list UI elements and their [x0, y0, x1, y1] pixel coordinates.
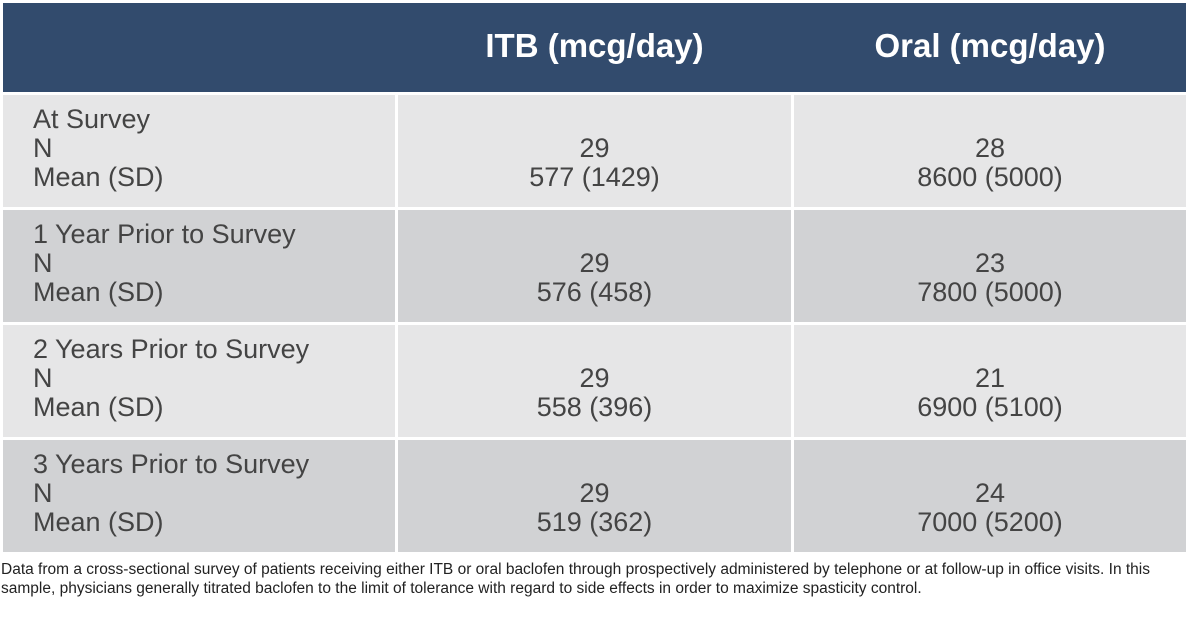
oral-n: 21	[974, 363, 1006, 393]
row-title: 2 Years Prior to Survey	[33, 334, 310, 364]
n-label: N	[33, 363, 53, 393]
row-label-cell: 3 Years Prior to Survey N Mean (SD)	[3, 440, 395, 552]
mean-label: Mean (SD)	[33, 392, 164, 422]
row-title: 3 Years Prior to Survey	[33, 449, 310, 479]
itb-cell: 29 519 (362)	[398, 440, 791, 552]
itb-n: 29	[579, 478, 610, 508]
row-label-cell: 2 Years Prior to Survey N Mean (SD)	[3, 325, 395, 437]
table-header: ITB (mcg/day) Oral (mcg/day)	[3, 3, 1186, 92]
n-label: N	[33, 133, 53, 163]
itb-n: 29	[579, 363, 610, 393]
oral-mean: 7800 (5000)	[917, 277, 1063, 307]
oral-cell: 23 7800 (5000)	[794, 210, 1186, 322]
mean-label: Mean (SD)	[33, 277, 164, 307]
itb-mean: 577 (1429)	[529, 162, 660, 192]
mean-label: Mean (SD)	[33, 162, 164, 192]
header-empty-cell	[3, 3, 395, 92]
header-oral: Oral (mcg/day)	[874, 26, 1106, 64]
header-itb: ITB (mcg/day)	[485, 26, 704, 64]
row-title: At Survey	[33, 104, 151, 134]
oral-n: 23	[974, 248, 1006, 278]
n-label: N	[33, 248, 53, 278]
oral-cell: 28 8600 (5000)	[794, 95, 1186, 207]
data-table: ITB (mcg/day) Oral (mcg/day) At Survey N…	[3, 3, 1186, 552]
oral-mean: 7000 (5200)	[917, 507, 1063, 537]
oral-mean: 8600 (5000)	[917, 162, 1063, 192]
row-label-cell: At Survey N Mean (SD)	[3, 95, 395, 207]
itb-mean: 576 (458)	[536, 277, 653, 307]
oral-n: 28	[974, 133, 1006, 163]
itb-cell: 29 577 (1429)	[398, 95, 791, 207]
itb-n: 29	[579, 248, 610, 278]
row-label-cell: 1 Year Prior to Survey N Mean (SD)	[3, 210, 395, 322]
table-caption: Data from a cross-sectional survey of pa…	[1, 561, 1150, 597]
itb-cell: 29 576 (458)	[398, 210, 791, 322]
oral-cell: 21 6900 (5100)	[794, 325, 1186, 437]
oral-n: 24	[974, 478, 1006, 508]
oral-cell: 24 7000 (5200)	[794, 440, 1186, 552]
n-label: N	[33, 478, 53, 508]
itb-mean: 558 (396)	[536, 392, 653, 422]
oral-mean: 6900 (5100)	[917, 392, 1063, 422]
row-title: 1 Year Prior to Survey	[33, 219, 296, 249]
itb-mean: 519 (362)	[536, 507, 653, 537]
itb-cell: 29 558 (396)	[398, 325, 791, 437]
mean-label: Mean (SD)	[33, 507, 164, 537]
itb-n: 29	[579, 133, 610, 163]
